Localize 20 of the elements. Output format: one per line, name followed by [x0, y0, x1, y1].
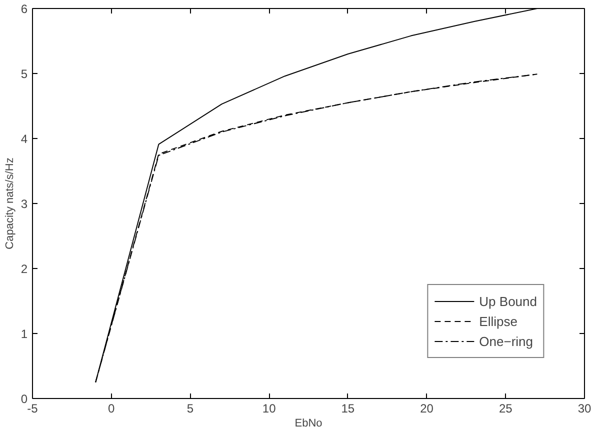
x-tick-label: -5	[27, 402, 38, 416]
x-axis-title: EbNo	[294, 418, 322, 430]
legend-label: One−ring	[479, 332, 534, 350]
legend-label: Ellipse	[479, 312, 518, 330]
x-tick-label: 25	[498, 402, 513, 416]
y-tick-label: 0	[20, 392, 28, 406]
y-tick-label: 5	[20, 67, 28, 81]
y-tick-label: 6	[20, 2, 28, 16]
legend-label: Up Bound	[479, 292, 537, 310]
y-tick-label: 1	[20, 327, 28, 341]
x-tick-label: 20	[420, 402, 434, 416]
x-tick-label: 5	[186, 402, 194, 416]
x-tick-label: 0	[108, 402, 116, 416]
y-axis-title: Capacity nats/s/Hz	[4, 158, 16, 250]
y-tick-label: 3	[20, 197, 28, 211]
x-tick-label: 30	[578, 402, 592, 416]
y-tick-label: 2	[20, 262, 28, 276]
y-tick-label: 4	[20, 132, 28, 146]
x-tick-label: 10	[262, 402, 276, 416]
x-tick-label: 15	[341, 402, 355, 416]
